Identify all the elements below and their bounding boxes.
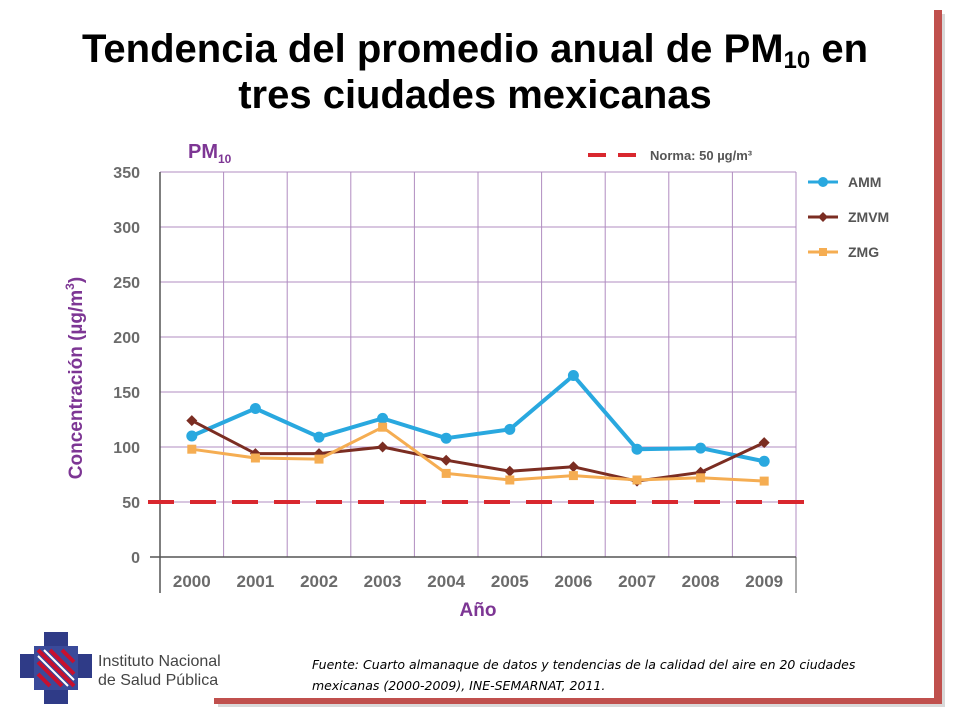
source-note: Fuente: Cuarto almanaque de datos y tend…: [312, 657, 856, 693]
institute-name: Instituto Nacional de Salud Pública: [98, 652, 238, 690]
x-tick-label: 2001: [236, 572, 274, 591]
y-tick-label: 0: [131, 550, 140, 567]
point-zmvm: [186, 415, 198, 427]
legend: Norma: 50 µg/m³ AMM ZMVM ZMG: [588, 148, 889, 260]
x-tick-label: 2000: [173, 572, 211, 591]
point-zmg: [632, 475, 642, 485]
legend-marker-amm: [818, 177, 828, 187]
institute-name-line1: Instituto Nacional: [98, 653, 221, 670]
y-tick-label: 250: [113, 275, 140, 292]
frame-shadow-right: [942, 14, 945, 706]
slide-title-subscript: 10: [783, 47, 811, 74]
y-tick-label: 350: [113, 165, 140, 182]
y-axis-label: Concentración (µg/m3): [63, 277, 87, 479]
x-tick-label: 2002: [300, 572, 338, 591]
point-zmvm: [567, 461, 579, 473]
point-zmg: [568, 471, 578, 481]
x-tick-label: 2007: [618, 572, 656, 591]
point-zmvm: [377, 441, 389, 453]
point-amm: [695, 442, 707, 454]
y-axis-label-superscript: 3: [63, 283, 77, 290]
grid-layer: [159, 171, 797, 558]
slide-title-main: Tendencia del promedio anual de PM: [81, 27, 784, 71]
point-amm: [249, 403, 261, 414]
axis-layer: 0 50 100 150 200 250 300 350 2000 2001 2002 2003 200…: [113, 165, 797, 593]
point-amm: [186, 430, 198, 442]
chart-title-subscript: 10: [218, 152, 232, 166]
slide-title-rest: en: [810, 27, 869, 71]
point-zmg: [250, 453, 260, 463]
chart-title-main: PM: [188, 141, 218, 163]
point-amm: [758, 455, 770, 467]
point-amm: [440, 432, 452, 444]
slide-title-line2: tres ciudades mexicanas: [238, 73, 712, 117]
institute-name-line2: de Salud Pública: [98, 672, 219, 689]
point-zmvm: [504, 465, 516, 477]
insp-logo: [20, 632, 92, 704]
y-tick-label: 100: [113, 440, 140, 457]
x-tick-label: 2005: [491, 572, 529, 591]
legend-label-amm: AMM: [848, 174, 881, 190]
frame-border-right: [934, 10, 942, 704]
legend-label-zmg: ZMG: [848, 244, 879, 260]
point-zmg: [378, 422, 388, 432]
point-zmg: [759, 476, 769, 486]
x-tick-label: 2009: [745, 572, 783, 591]
point-zmg: [314, 454, 324, 464]
y-tick-label: 50: [122, 495, 140, 512]
y-tick-label: 150: [113, 385, 140, 402]
point-zmvm: [758, 437, 770, 449]
point-zmg: [441, 468, 451, 478]
y-axis-label-end: ): [66, 277, 87, 283]
y-axis-label-main: Concentración (µg/m: [66, 290, 87, 479]
legend-label-zmvm: ZMVM: [848, 209, 889, 225]
series-line-zmvm: [191, 419, 765, 483]
frame-border-bottom: [214, 698, 942, 704]
series-line-zmg: [191, 425, 765, 483]
point-zmvm: [440, 454, 452, 466]
x-tick-label: 2008: [682, 572, 720, 591]
series-line-amm: [191, 373, 765, 464]
slide-title: Tendencia del promedio anual de PM10 en t…: [20, 26, 930, 118]
point-amm: [504, 423, 516, 435]
frame-shadow-bottom: [218, 704, 945, 707]
legend-marker-zmvm: [818, 212, 828, 222]
legend-norm-label: Norma: 50 µg/m³: [650, 148, 753, 163]
point-amm: [631, 443, 643, 455]
x-axis-label: Año: [460, 600, 497, 621]
point-amm: [377, 412, 389, 424]
point-zmg: [696, 473, 706, 483]
point-amm: [567, 370, 579, 381]
series-layer: [186, 370, 770, 487]
chart-title: PM10: [188, 141, 232, 166]
x-tick-label: 2006: [554, 572, 592, 591]
point-zmg: [505, 475, 515, 485]
y-tick-label: 300: [113, 220, 140, 237]
y-tick-label: 200: [113, 330, 140, 347]
point-amm: [313, 431, 325, 443]
point-zmg: [187, 444, 197, 454]
x-tick-label: 2004: [427, 572, 465, 591]
legend-marker-zmg: [819, 248, 827, 256]
x-tick-label: 2003: [364, 572, 402, 591]
